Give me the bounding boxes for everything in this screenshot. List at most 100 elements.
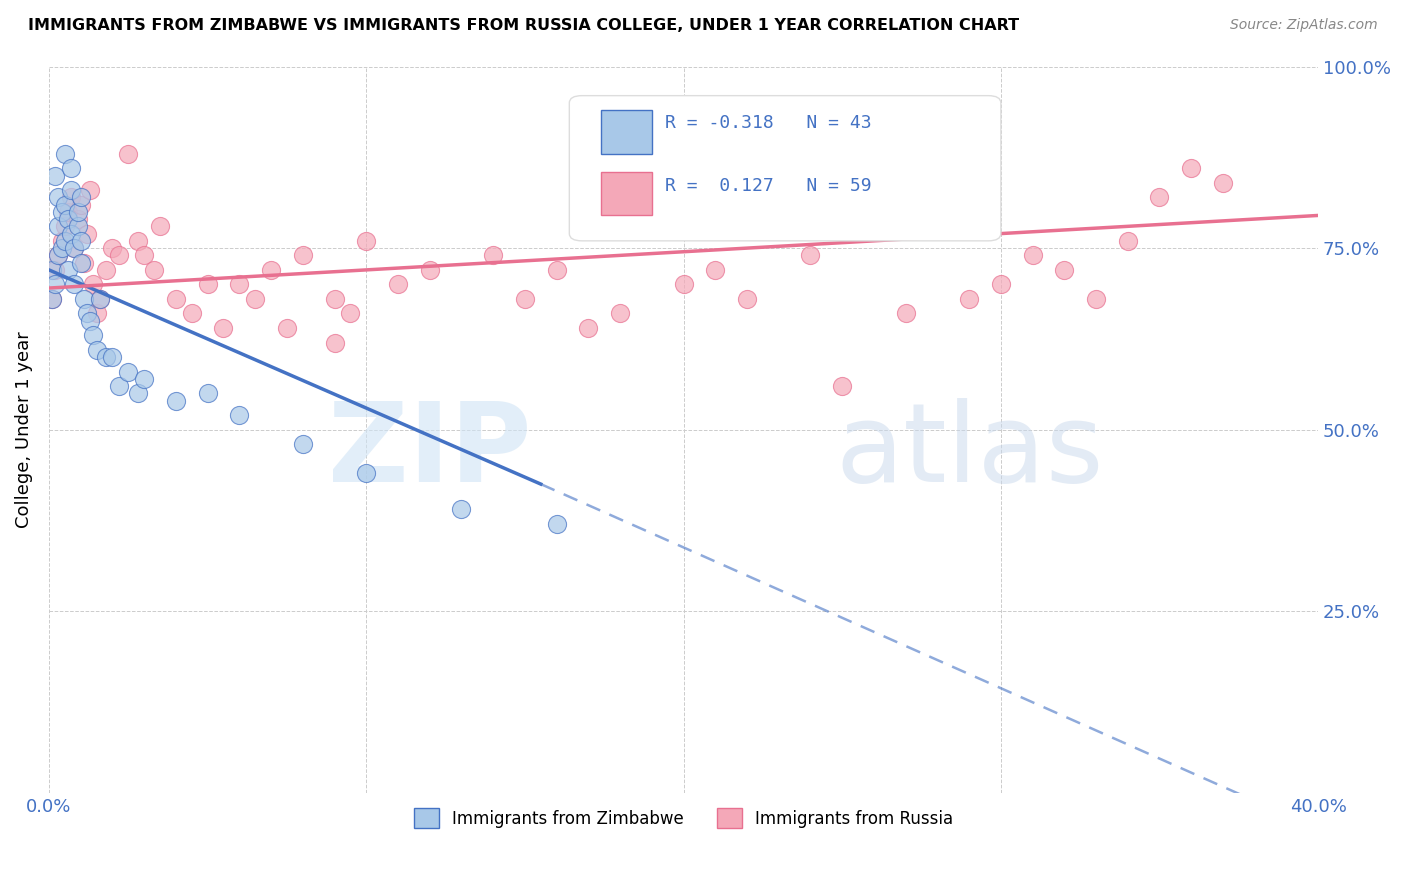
Point — [44, 277, 66, 292]
Point — [831, 379, 853, 393]
Point — [41, 263, 63, 277]
Point — [1116, 234, 1139, 248]
Point — [735, 292, 758, 306]
Point — [142, 263, 165, 277]
Point — [609, 306, 631, 320]
Point — [76, 306, 98, 320]
Point — [51, 234, 73, 248]
Point — [60, 183, 83, 197]
Point — [60, 161, 83, 176]
Point — [576, 321, 599, 335]
Point — [44, 263, 66, 277]
Point — [228, 277, 250, 292]
Point — [1021, 248, 1043, 262]
Point — [1085, 292, 1108, 306]
Point — [117, 146, 139, 161]
Point — [672, 277, 695, 292]
Point — [63, 241, 86, 255]
Point — [1053, 263, 1076, 277]
Legend: Immigrants from Zimbabwe, Immigrants from Russia: Immigrants from Zimbabwe, Immigrants fro… — [406, 802, 960, 835]
Point — [94, 350, 117, 364]
Point — [212, 321, 235, 335]
Point — [69, 197, 91, 211]
Point — [53, 197, 76, 211]
Point — [245, 292, 267, 306]
Point — [41, 292, 63, 306]
Point — [704, 263, 727, 277]
Point — [323, 335, 346, 350]
Point — [894, 306, 917, 320]
Point — [1149, 190, 1171, 204]
Point — [79, 314, 101, 328]
Point — [127, 234, 149, 248]
Point — [419, 263, 441, 277]
Point — [799, 248, 821, 262]
Point — [134, 248, 156, 262]
Point — [48, 190, 70, 204]
Point — [73, 292, 96, 306]
Point — [69, 255, 91, 269]
Point — [89, 292, 111, 306]
Point — [276, 321, 298, 335]
Text: R =  0.127   N = 59: R = 0.127 N = 59 — [665, 178, 872, 195]
Point — [450, 502, 472, 516]
Point — [41, 292, 63, 306]
Point — [117, 365, 139, 379]
Text: R = -0.318   N = 43: R = -0.318 N = 43 — [665, 114, 872, 132]
Point — [79, 183, 101, 197]
Point — [63, 277, 86, 292]
Point — [101, 350, 124, 364]
Point — [63, 241, 86, 255]
Point — [1180, 161, 1202, 176]
Point — [76, 227, 98, 241]
Point — [48, 248, 70, 262]
Point — [66, 219, 89, 234]
Point — [165, 292, 187, 306]
Point — [260, 263, 283, 277]
Point — [69, 234, 91, 248]
Point — [51, 204, 73, 219]
Text: ZIP: ZIP — [328, 398, 531, 505]
Point — [66, 204, 89, 219]
Point — [56, 204, 79, 219]
Point — [323, 292, 346, 306]
Point — [48, 248, 70, 262]
Point — [51, 241, 73, 255]
Text: Source: ZipAtlas.com: Source: ZipAtlas.com — [1230, 18, 1378, 32]
Point — [82, 277, 104, 292]
Point — [66, 212, 89, 227]
Point — [60, 190, 83, 204]
Point — [60, 227, 83, 241]
Point — [957, 292, 980, 306]
Point — [180, 306, 202, 320]
Point — [546, 516, 568, 531]
Bar — [600, 111, 652, 153]
Point — [127, 386, 149, 401]
Point — [73, 255, 96, 269]
Point — [149, 219, 172, 234]
Point — [69, 190, 91, 204]
Text: atlas: atlas — [835, 398, 1104, 505]
Y-axis label: College, Under 1 year: College, Under 1 year — [15, 331, 32, 528]
Point — [44, 169, 66, 183]
Point — [356, 466, 378, 480]
Point — [53, 219, 76, 234]
Point — [48, 219, 70, 234]
Point — [107, 248, 129, 262]
Point — [990, 277, 1012, 292]
Point — [101, 241, 124, 255]
Bar — [600, 172, 652, 216]
Point — [546, 263, 568, 277]
Point — [94, 263, 117, 277]
Text: IMMIGRANTS FROM ZIMBABWE VS IMMIGRANTS FROM RUSSIA COLLEGE, UNDER 1 YEAR CORRELA: IMMIGRANTS FROM ZIMBABWE VS IMMIGRANTS F… — [28, 18, 1019, 33]
Point — [53, 234, 76, 248]
Point — [1212, 176, 1234, 190]
Point — [89, 292, 111, 306]
Point — [134, 372, 156, 386]
Point — [356, 234, 378, 248]
Point — [53, 146, 76, 161]
Point — [339, 306, 361, 320]
Point — [291, 248, 314, 262]
Point — [387, 277, 409, 292]
Point — [165, 393, 187, 408]
